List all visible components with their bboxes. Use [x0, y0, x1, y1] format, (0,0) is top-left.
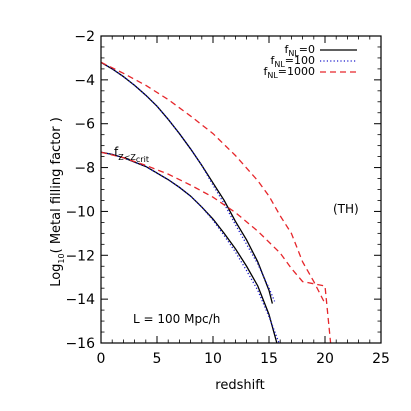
series-line-upper-2 — [101, 61, 326, 304]
x-tick-label: 10 — [204, 351, 222, 367]
y-tick-label: −12 — [65, 248, 95, 264]
y-tick-label: −10 — [65, 204, 95, 220]
y-tick-label: −2 — [74, 29, 95, 45]
series-line-upper-1 — [101, 61, 276, 302]
x-tick-label: 25 — [372, 351, 390, 367]
x-tick-label: 15 — [260, 351, 278, 367]
model-label: (TH) — [333, 202, 359, 216]
lower-group-label: fZ<Zcrit — [114, 145, 149, 164]
legend-label: fNL=100 — [270, 54, 315, 69]
plot-frame — [100, 35, 382, 344]
legend-label: fNL=0 — [284, 43, 315, 58]
series-line-lower-5 — [101, 151, 332, 343]
x-tick-label: 5 — [153, 351, 162, 367]
series-curves — [101, 61, 332, 343]
y-tick-label: −16 — [65, 336, 95, 352]
y-tick-label: −14 — [65, 292, 95, 308]
y-tick-label: −6 — [74, 117, 95, 133]
x-tick-label: 20 — [316, 351, 334, 367]
x-tick-label: 0 — [97, 351, 106, 367]
y-axis-title: Log10( Metal filling factor ) — [49, 117, 66, 287]
axes: 0 5 10 15 20 25 −16 −14 −12 −10 −8 −6 −4 −2 — [65, 29, 389, 367]
y-tick-label: −8 — [74, 161, 95, 177]
legend-label: fNL=1000 — [263, 65, 315, 80]
y-tick-label: −4 — [74, 73, 95, 89]
x-axis-title: redshift — [215, 378, 264, 393]
box-size-label: L = 100 Mpc/h — [133, 312, 220, 326]
